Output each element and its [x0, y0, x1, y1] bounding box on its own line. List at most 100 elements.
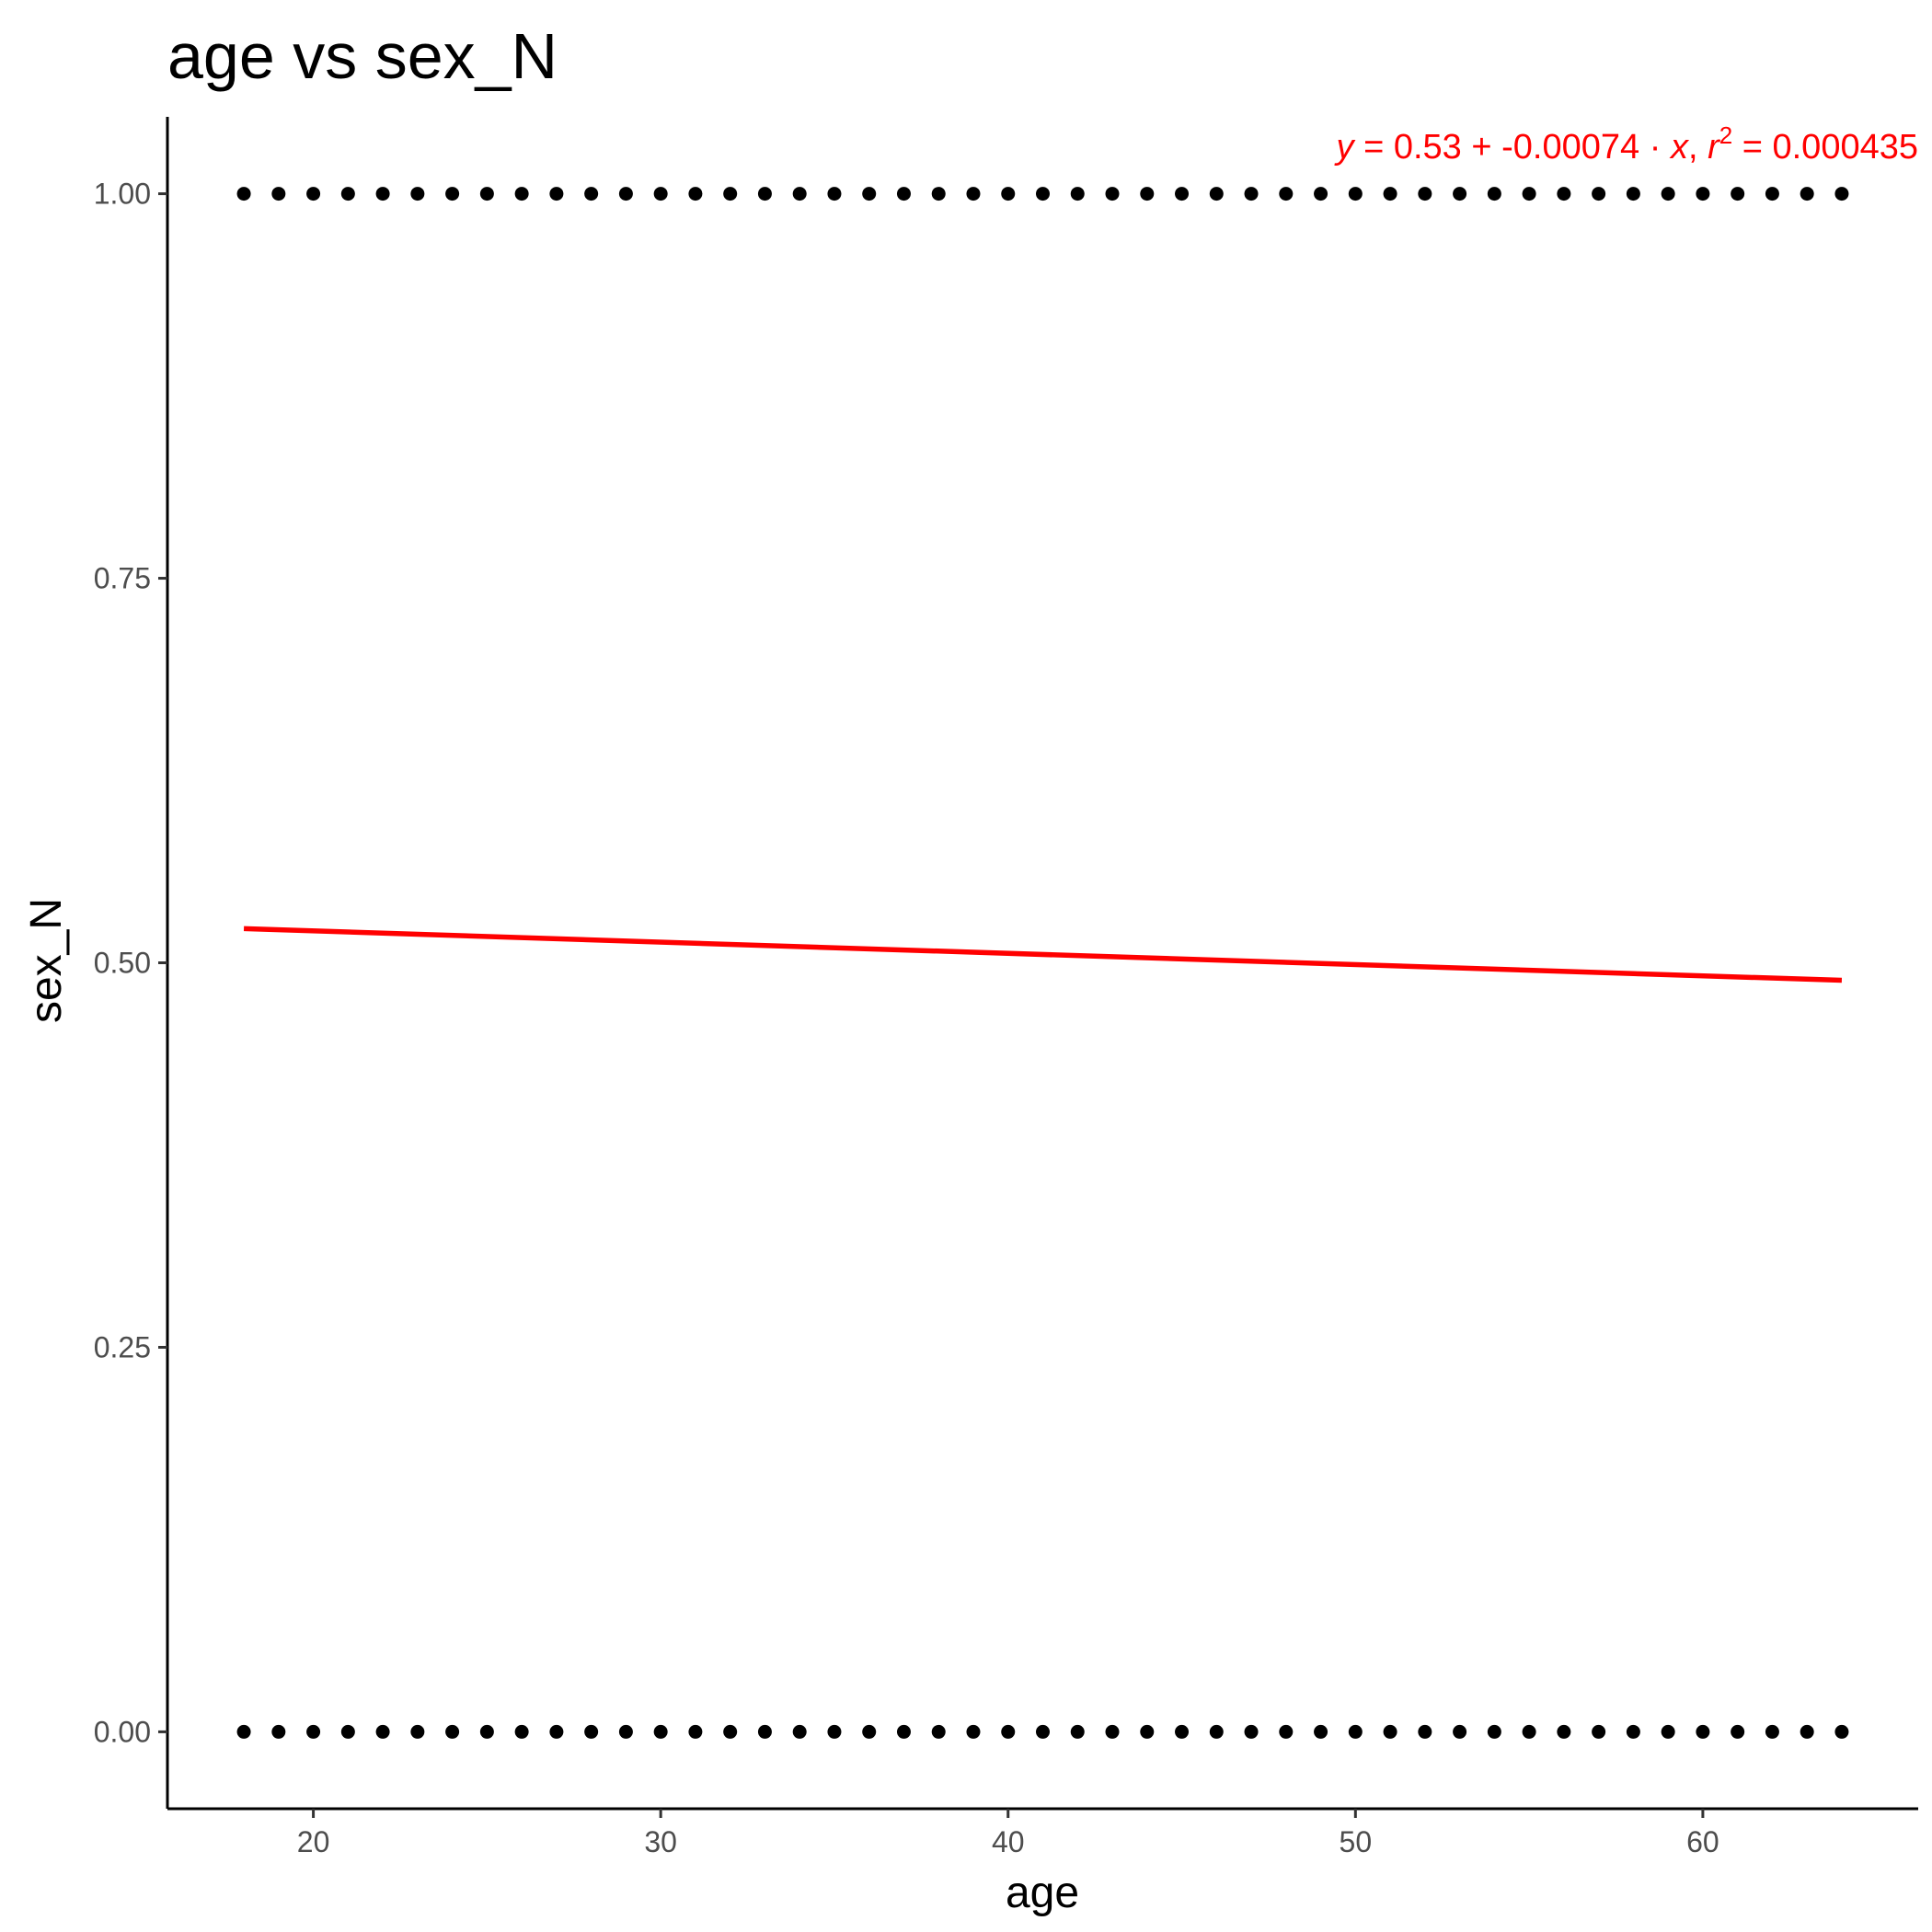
- equation-x-var: x: [1669, 128, 1690, 167]
- data-point: [827, 1724, 842, 1739]
- data-point: [340, 1724, 355, 1739]
- data-point: [1731, 187, 1745, 201]
- data-point: [1070, 187, 1085, 201]
- data-point: [549, 1724, 564, 1739]
- data-point: [1279, 187, 1294, 201]
- data-point: [1140, 187, 1155, 201]
- data-point: [1418, 1724, 1432, 1739]
- equation-r2-value: = 0.000435: [1732, 128, 1918, 167]
- data-point: [1487, 1724, 1501, 1739]
- data-point: [1383, 187, 1397, 201]
- data-point: [549, 187, 564, 201]
- data-point: [1348, 187, 1363, 201]
- data-point: [1175, 187, 1190, 201]
- equation-slope: -0.00074: [1501, 128, 1639, 167]
- data-point: [966, 187, 981, 201]
- y-tick-label: 0.25: [94, 1330, 151, 1363]
- data-point: [688, 1724, 703, 1739]
- y-tick-label: 1.00: [94, 178, 151, 211]
- data-point: [1453, 1724, 1467, 1739]
- equation-r-var: r: [1708, 128, 1720, 167]
- data-point: [236, 1724, 251, 1739]
- y-tick-label: 0.50: [94, 947, 151, 980]
- data-point: [1209, 1724, 1224, 1739]
- y-axis: 0.00 0.25 0.50 0.75 1.00: [94, 117, 169, 1809]
- data-point: [1592, 1724, 1606, 1739]
- data-point: [514, 187, 529, 201]
- data-point: [792, 187, 807, 201]
- data-point: [1244, 187, 1259, 201]
- data-point: [862, 187, 877, 201]
- data-point: [1557, 187, 1571, 201]
- data-point: [792, 1724, 807, 1739]
- data-point: [1244, 1724, 1259, 1739]
- data-point: [514, 1724, 529, 1739]
- data-point: [618, 187, 633, 201]
- data-point: [445, 1724, 460, 1739]
- data-point: [479, 1724, 494, 1739]
- data-point: [1036, 1724, 1050, 1739]
- data-point: [1418, 187, 1432, 201]
- chart-title: age vs sex_N: [167, 20, 558, 92]
- data-point: [757, 187, 772, 201]
- y-tick-label: 0.75: [94, 562, 151, 595]
- data-point: [445, 187, 460, 201]
- data-point: [306, 1724, 321, 1739]
- x-tick-label: 20: [297, 1825, 330, 1858]
- data-point: [723, 1724, 738, 1739]
- x-tick-label: 50: [1340, 1825, 1373, 1858]
- data-point: [618, 1724, 633, 1739]
- data-point: [306, 187, 321, 201]
- data-point: [1001, 187, 1016, 201]
- data-point: [1765, 187, 1779, 201]
- data-point: [896, 1724, 911, 1739]
- regression-line-group: [243, 926, 1843, 983]
- data-point: [1001, 1724, 1016, 1739]
- data-point: [1140, 1724, 1155, 1739]
- data-point: [271, 1724, 286, 1739]
- equation-intercept: 0.53: [1394, 128, 1462, 167]
- data-point: [340, 187, 355, 201]
- y-axis-title: sex_N: [22, 898, 71, 1023]
- data-point: [862, 1724, 877, 1739]
- data-point: [966, 1724, 981, 1739]
- data-point: [410, 1724, 425, 1739]
- data-points: [236, 187, 1849, 1739]
- data-point: [1279, 1724, 1294, 1739]
- data-point: [1661, 187, 1675, 201]
- data-point: [1070, 1724, 1085, 1739]
- data-point: [653, 187, 668, 201]
- regression-equation: y = 0.53 + -0.00074 · x, r2 = 0.000435: [1334, 121, 1918, 167]
- data-point: [827, 187, 842, 201]
- equation-r-exponent: 2: [1719, 121, 1732, 149]
- data-point: [1036, 187, 1050, 201]
- data-point: [1557, 1724, 1571, 1739]
- data-point: [1314, 187, 1328, 201]
- data-point: [1209, 187, 1224, 201]
- data-point: [410, 187, 425, 201]
- data-point: [653, 1724, 668, 1739]
- equation-plus: +: [1462, 128, 1501, 167]
- x-axis: 20 30 40 50 60: [167, 1807, 1918, 1858]
- x-tick-label: 30: [644, 1825, 677, 1858]
- data-point: [1731, 1724, 1745, 1739]
- data-point: [688, 187, 703, 201]
- data-point: [1834, 1724, 1849, 1739]
- regression-line: [243, 926, 1843, 983]
- data-point: [1314, 1724, 1328, 1739]
- data-point: [1834, 187, 1849, 201]
- equation-dot: ·: [1639, 128, 1671, 167]
- data-point: [375, 187, 390, 201]
- data-point: [584, 187, 599, 201]
- y-tick-label: 0.00: [94, 1715, 151, 1748]
- x-tick-label: 40: [992, 1825, 1025, 1858]
- data-point: [1383, 1724, 1397, 1739]
- data-point: [757, 1724, 772, 1739]
- equation-equals: =: [1354, 128, 1394, 167]
- data-point: [1696, 1724, 1710, 1739]
- equation-y-var: y: [1334, 128, 1356, 167]
- data-point: [1626, 1724, 1640, 1739]
- data-point: [1765, 1724, 1779, 1739]
- data-point: [1800, 187, 1814, 201]
